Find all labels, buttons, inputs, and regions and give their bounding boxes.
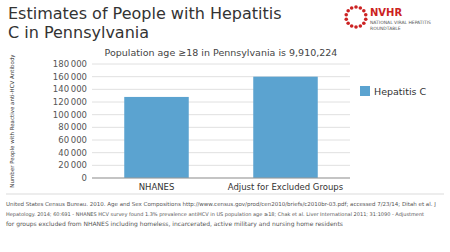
y-tick-label: 180 000 bbox=[53, 59, 87, 69]
logo-dot bbox=[359, 6, 363, 10]
footnote: United States Census Bureau. 2010. Age a… bbox=[6, 201, 436, 208]
bar bbox=[253, 77, 318, 178]
x-tick-label: Adjust for Excluded Groups bbox=[228, 182, 344, 192]
y-tick-label: 60 000 bbox=[58, 135, 87, 145]
logo-dot bbox=[362, 21, 366, 25]
logo-dot bbox=[344, 17, 348, 21]
logo-dot bbox=[344, 13, 348, 17]
grid-line bbox=[92, 64, 350, 65]
y-tick-label: 80 000 bbox=[58, 122, 87, 132]
y-tick-label: 100 000 bbox=[53, 110, 87, 120]
logo-dot bbox=[346, 9, 350, 13]
y-tick-label: 20 000 bbox=[58, 160, 87, 170]
y-tick-label: 160 000 bbox=[53, 72, 87, 82]
logo-dot bbox=[364, 13, 368, 17]
footnote: for groups excluded from NHANES includin… bbox=[6, 220, 343, 228]
footnote: Hepatology. 2014; 60:691 - NHANES HCV su… bbox=[6, 211, 424, 218]
separator bbox=[6, 194, 444, 195]
logo-dot bbox=[354, 5, 358, 9]
legend-label: Hepatitis C bbox=[374, 86, 427, 97]
y-tick-label: 140 000 bbox=[53, 84, 87, 94]
logo-dot bbox=[350, 6, 354, 10]
legend-swatch bbox=[360, 86, 370, 96]
title-line: C in Pennsylvania bbox=[8, 23, 149, 42]
logo-dot bbox=[362, 9, 366, 13]
y-axis-label: Number People with Reactive anti-HCV Ant… bbox=[9, 54, 16, 188]
bars bbox=[124, 77, 318, 178]
logo-dot bbox=[364, 17, 368, 21]
title: Estimates of People with HepatitisC in P… bbox=[8, 4, 281, 42]
logo-dot bbox=[350, 24, 354, 28]
logo-subtitle: NATIONAL VIRAL HEPATITIS bbox=[370, 20, 431, 25]
logo-dot bbox=[359, 24, 363, 28]
grid-line bbox=[92, 178, 350, 179]
logo: NVHR NATIONAL VIRAL HEPATITISROUNDTABLE bbox=[344, 5, 431, 31]
logo-dot bbox=[346, 21, 350, 25]
legend: Hepatitis C bbox=[360, 86, 427, 97]
logo-title: NVHR bbox=[370, 7, 402, 18]
y-tick-label: 0 bbox=[82, 173, 87, 183]
title-line: Estimates of People with Hepatitis bbox=[8, 4, 281, 23]
x-tick-label: NHANES bbox=[139, 182, 175, 192]
logo-subtitle: ROUNDTABLE bbox=[370, 26, 401, 31]
y-tick-label: 120 000 bbox=[53, 97, 87, 107]
x-axis-line bbox=[92, 178, 350, 179]
chart: Estimates of People with HepatitisC in P… bbox=[0, 0, 450, 252]
y-tick-label: 40 000 bbox=[58, 148, 87, 158]
grid bbox=[92, 64, 350, 178]
bar bbox=[124, 97, 189, 178]
subtitle: Population age ≥18 in Pennsylvania is 9,… bbox=[105, 47, 338, 58]
logo-dot bbox=[354, 25, 358, 29]
